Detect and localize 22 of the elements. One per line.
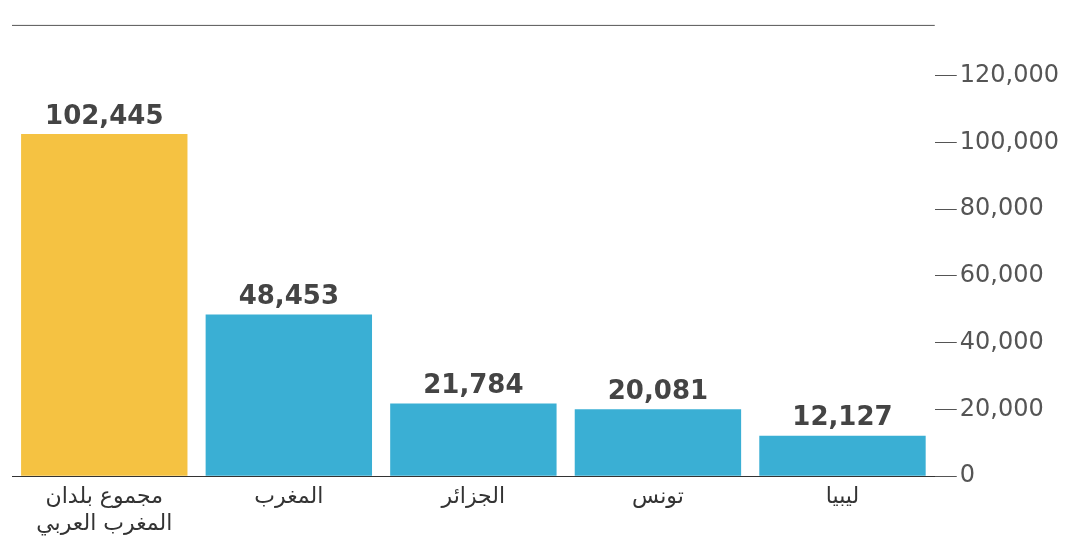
- y-tick-label: 20,000: [959, 393, 1044, 422]
- x-tick-label: الجزائر: [440, 483, 506, 509]
- y-tick-label: 40,000: [959, 326, 1044, 355]
- data-label: 102,445: [45, 99, 164, 130]
- y-tick-label: 120,000: [959, 59, 1059, 88]
- data-label: 12,127: [792, 401, 893, 432]
- bar: [21, 134, 188, 476]
- data-label: 21,784: [423, 369, 524, 400]
- x-tick-label: المغرب: [254, 483, 324, 509]
- y-tick-label: 100,000: [959, 126, 1059, 155]
- x-tick-label: ليبيا: [825, 483, 860, 509]
- bar: [205, 314, 373, 476]
- x-tick-label: مجموع بلدان المغرب العربي: [36, 483, 173, 536]
- bar: [759, 435, 926, 476]
- y-tick-label: 0: [959, 460, 976, 489]
- data-label: 20,081: [607, 374, 709, 405]
- bar: [574, 409, 742, 476]
- bar: [390, 403, 557, 476]
- y-tick-label: 80,000: [959, 193, 1044, 222]
- y-tick-label: 60,000: [959, 260, 1044, 289]
- data-label: 48,453: [238, 280, 339, 311]
- x-tick-label: تونس: [632, 483, 684, 510]
